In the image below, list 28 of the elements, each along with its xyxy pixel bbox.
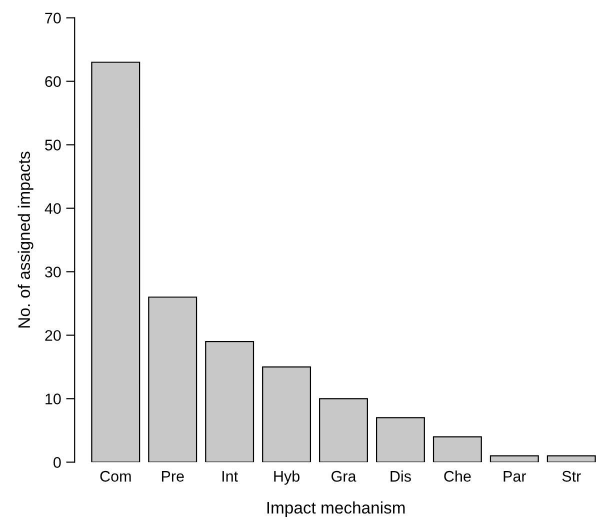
y-tick-label: 0 <box>54 457 61 468</box>
x-tick-label: Hyb <box>274 470 300 485</box>
y-axis-title: No. of assigned impacts <box>18 152 34 328</box>
bar <box>546 455 596 462</box>
x-tick-label: Par <box>504 471 526 482</box>
y-tick-label: 60 <box>45 76 61 87</box>
x-tick-label: Che <box>444 470 471 482</box>
x-tick-label: Dis <box>390 470 411 482</box>
y-tick-label: 30 <box>45 266 61 278</box>
y-tick-label: 10 <box>46 394 61 404</box>
bar <box>148 296 198 462</box>
x-tick-label: Str <box>562 470 581 482</box>
y-tick-label: 70 <box>45 12 61 24</box>
x-tick-label: Com <box>100 470 131 482</box>
bar <box>490 455 539 462</box>
bar <box>432 436 482 462</box>
bar <box>376 417 425 462</box>
bar <box>205 341 254 462</box>
bar <box>319 398 368 462</box>
bar <box>91 62 140 462</box>
x-axis-title: Impact mechanism <box>267 501 405 517</box>
x-tick-label: Pre <box>162 471 184 482</box>
bar <box>262 366 312 462</box>
y-tick-label: 50 <box>45 140 61 150</box>
x-tick-label: Gra <box>332 470 356 482</box>
x-tick-label: Int <box>222 471 238 482</box>
y-tick-label: 40 <box>44 203 61 214</box>
y-tick-label: 20 <box>45 330 61 341</box>
